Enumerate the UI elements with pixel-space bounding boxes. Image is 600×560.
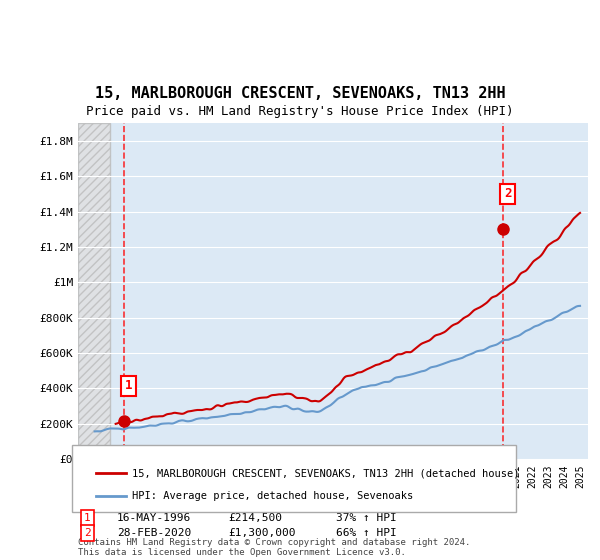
Text: 15, MARLBOROUGH CRESCENT, SEVENOAKS, TN13 2HH (detached house): 15, MARLBOROUGH CRESCENT, SEVENOAKS, TN1… [132,468,520,478]
Bar [78,123,110,459]
Text: 1: 1 [84,513,91,523]
Text: 2: 2 [504,188,511,200]
Text: 37% ↑ HPI: 37% ↑ HPI [336,513,397,523]
Text: 2: 2 [84,528,91,538]
Text: £1,300,000: £1,300,000 [228,528,296,538]
Text: 16-MAY-1996: 16-MAY-1996 [117,513,191,523]
Text: 15, MARLBOROUGH CRESCENT, SEVENOAKS, TN13 2HH: 15, MARLBOROUGH CRESCENT, SEVENOAKS, TN1… [95,86,505,101]
Text: HPI: Average price, detached house, Sevenoaks: HPI: Average price, detached house, Seve… [132,491,413,501]
Text: 28-FEB-2020: 28-FEB-2020 [117,528,191,538]
Text: £214,500: £214,500 [228,513,282,523]
Text: 66% ↑ HPI: 66% ↑ HPI [336,528,397,538]
Text: Price paid vs. HM Land Registry's House Price Index (HPI): Price paid vs. HM Land Registry's House … [86,105,514,118]
Text: 1: 1 [125,379,133,393]
Text: Contains HM Land Registry data © Crown copyright and database right 2024.
This d: Contains HM Land Registry data © Crown c… [78,538,470,557]
